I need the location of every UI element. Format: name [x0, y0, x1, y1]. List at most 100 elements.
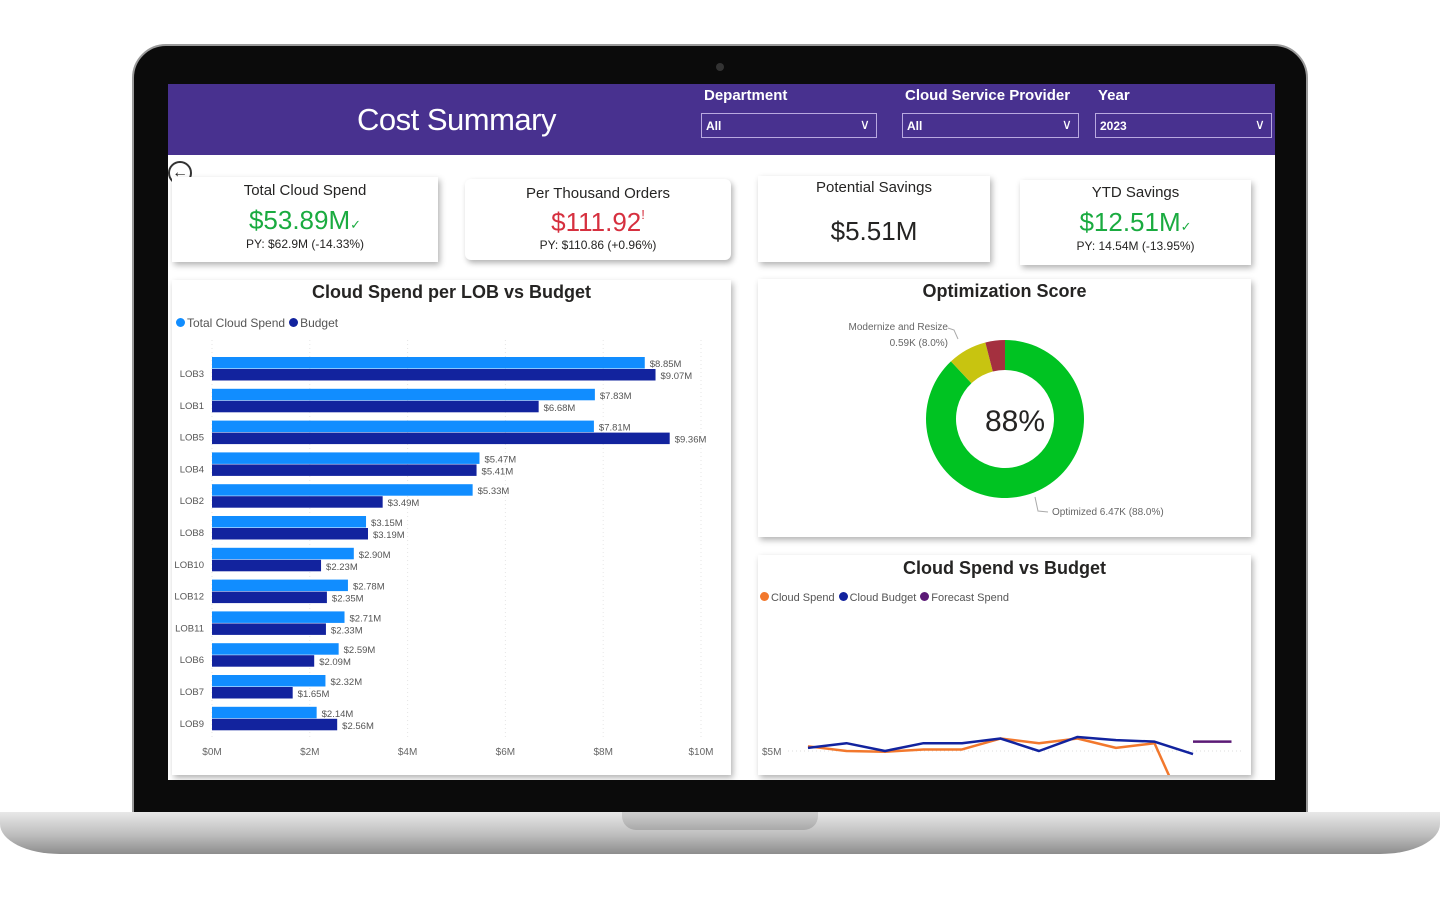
bar-data-label: $2.71M — [350, 613, 382, 624]
donut-slice — [926, 340, 1084, 498]
bar — [212, 559, 322, 572]
x-tick-label: $6M — [496, 747, 515, 758]
bar-data-label: $2.35M — [332, 594, 364, 605]
legend-label: Total Cloud Spend — [187, 316, 286, 330]
kpi-value: $5.51M — [830, 216, 918, 246]
bar-data-label: $3.19M — [373, 530, 405, 541]
dropdown-value: All — [907, 119, 923, 133]
slice-name: Modernize and Resize — [848, 322, 949, 333]
bar — [212, 547, 354, 560]
bar — [212, 675, 326, 687]
check-icon: ✓ — [1180, 219, 1192, 234]
x-tick-label: $0M — [202, 747, 221, 758]
legend-dot — [760, 592, 769, 601]
filter-label-provider: Cloud Service Provider — [905, 87, 1071, 104]
x-tick-label: $8M — [593, 747, 612, 758]
spend-vs-budget-card: Cloud Spend vs Budget Cloud Spend Cloud B… — [758, 555, 1251, 775]
donut-center-label: 88% — [984, 405, 1046, 438]
chart-legend: Total Cloud Spend Budget — [176, 316, 338, 330]
chevron-down-icon: ∨ — [1061, 116, 1072, 132]
bar-data-label: $8.85M — [650, 359, 682, 370]
kpi-potential-savings: Potential Savings $5.51M — [758, 176, 990, 262]
year-dropdown[interactable]: 2023 ∨ — [1095, 113, 1272, 138]
line-chart-plot: $0M$5MJanFebMarAprMayJunJulAugSepOctNovD… — [762, 735, 1243, 775]
x-tick-label: $4M — [398, 747, 417, 758]
bar — [212, 655, 315, 667]
bar-data-label: $2.32M — [330, 677, 362, 688]
alert-icon: ! — [641, 207, 645, 222]
bar — [212, 591, 327, 604]
y-category-label: LOB1 — [180, 401, 204, 412]
bar — [212, 452, 480, 464]
y-category-label: LOB11 — [175, 623, 204, 634]
kpi-value: $111.92 — [551, 207, 642, 237]
donut-slice — [985, 340, 1005, 372]
y-category-label: LOB2 — [180, 496, 204, 507]
kpi-title: Potential Savings — [816, 179, 932, 196]
leader-line — [947, 327, 959, 340]
filter-label-year: Year — [1098, 87, 1130, 104]
donut-label-optimized: Optimized 6.47K (88.0%) — [1052, 507, 1164, 518]
series-line — [807, 737, 1171, 775]
kpi-prior-year: PY: $110.86 (+0.96%) — [539, 238, 657, 252]
bar — [212, 623, 326, 635]
bar-data-label: $5.47M — [484, 454, 516, 465]
legend-label: Cloud Spend — [771, 592, 835, 604]
kpi-prior-year: PY: 14.54M (-13.95%) — [1076, 239, 1195, 253]
bar-data-label: $2.23M — [326, 562, 358, 573]
y-category-label: LOB4 — [180, 464, 204, 475]
y-tick-label: $5M — [762, 747, 781, 758]
bar — [212, 357, 645, 369]
department-dropdown[interactable]: All ∨ — [701, 113, 877, 138]
donut-label-modernize: Modernize and Resize 0.59K (8.0%) — [818, 320, 949, 352]
kpi-per-thousand-orders: Per Thousand Orders $111.92! PY: $110.86… — [465, 179, 731, 260]
kpi-title: Total Cloud Spend — [243, 182, 367, 199]
bar — [212, 496, 383, 508]
header-bar: Cost Summary Department All ∨ Cloud Servi… — [168, 84, 1275, 155]
bar — [212, 516, 367, 528]
kpi-prior-year: PY: $62.9M (-14.33%) — [245, 237, 365, 251]
legend-label: Budget — [300, 316, 339, 330]
bar-chart-plot: $0M $2M $4M $6M $8M $10M LOB3 $8.85M$9.07M LOB1 $… — [174, 340, 714, 758]
kpi-total-cloud-spend: Total Cloud Spend $53.89M✓ PY: $62.9M (-… — [172, 177, 438, 262]
chart-title: Optimization Score — [922, 281, 1087, 301]
dashboard-screen: Cost Summary Department All ∨ Cloud Servi… — [168, 84, 1275, 780]
bar — [212, 484, 473, 496]
y-category-label: LOB12 — [174, 592, 204, 603]
bar — [212, 464, 477, 476]
legend-dot — [289, 318, 299, 327]
dropdown-value: All — [706, 119, 722, 133]
legend-dot — [838, 592, 848, 601]
legend-dot — [176, 318, 185, 327]
bar — [212, 400, 539, 413]
bar-data-label: $2.59M — [344, 645, 376, 656]
kpi-title: YTD Savings — [1091, 184, 1180, 201]
chart-legend: Cloud Spend Cloud Budget Forecast Spend — [760, 592, 1009, 604]
x-tick-label: $10M — [688, 747, 713, 758]
bar — [212, 432, 670, 445]
laptop-notch — [622, 812, 818, 830]
provider-dropdown[interactable]: All ∨ — [902, 113, 1079, 138]
bar-data-label: $2.90M — [359, 550, 391, 561]
bar — [212, 420, 594, 433]
kpi-ytd-savings: YTD Savings $12.51M✓ PY: 14.54M (-13.95%… — [1020, 180, 1251, 265]
chevron-down-icon: ∨ — [1254, 116, 1265, 132]
bar — [212, 643, 339, 655]
bar-data-label: $3.49M — [388, 498, 420, 509]
legend-dot — [920, 592, 930, 601]
bar-data-label: $7.83M — [600, 391, 632, 402]
leader-line — [1034, 496, 1049, 513]
kpi-value: $12.51M — [1079, 207, 1181, 237]
dropdown-value: 2023 — [1100, 119, 1127, 133]
lob-bar-chart-card: Cloud Spend per LOB vs Budget Total Clou… — [172, 280, 731, 775]
bar — [212, 687, 293, 699]
page-title: Cost Summary — [357, 102, 556, 137]
slice-value: 0.59K (8.0%) — [889, 338, 948, 349]
y-category-label: LOB6 — [180, 655, 204, 666]
bar-data-label: $6.68M — [544, 403, 576, 414]
legend-label: Forecast Spend — [931, 592, 1009, 604]
bar-data-label: $1.65M — [298, 689, 330, 700]
bar-data-label: $3.15M — [371, 518, 403, 529]
legend-label: Cloud Budget — [849, 592, 917, 604]
bar-data-label: $9.36M — [675, 435, 707, 446]
